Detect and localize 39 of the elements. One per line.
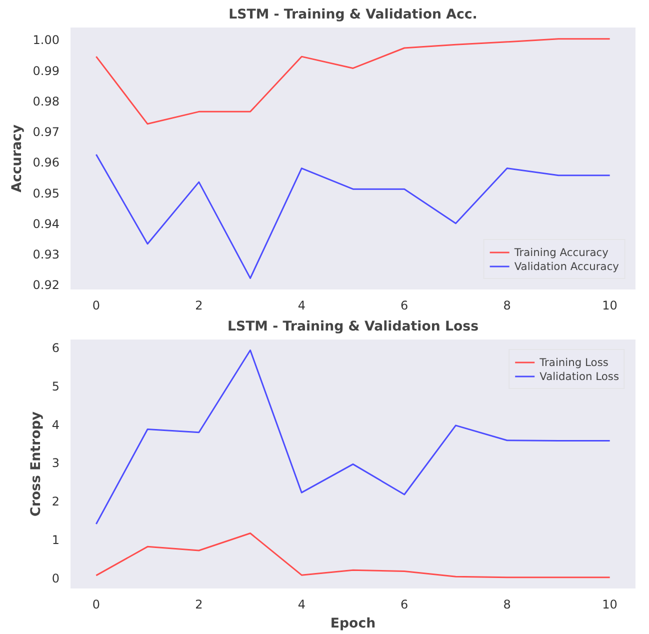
y-tick-label: 5 — [52, 379, 60, 394]
y-tick-label: 0.96 — [32, 156, 60, 170]
y-axis-title: Accuracy — [10, 124, 25, 192]
x-tick-label: 8 — [503, 298, 511, 312]
y-tick-label: 0.95 — [32, 186, 60, 200]
y-tick-label: 0.99 — [32, 64, 60, 78]
chart-title: LSTM - Training & Validation Acc. — [228, 8, 478, 22]
y-tick-label: 1 — [52, 532, 60, 547]
y-tick-label: 0 — [52, 571, 60, 586]
y-tick-label: 0.92 — [32, 278, 60, 292]
line-series — [95, 532, 611, 578]
legend-label: Training Accuracy — [514, 245, 608, 259]
y-tick-label: 4 — [52, 418, 60, 432]
x-tick-label: 6 — [400, 298, 408, 312]
y-tick-label: 6 — [52, 341, 60, 356]
y-tick-label: 2 — [52, 494, 60, 509]
y-tick-label: 0.94 — [32, 216, 60, 231]
legend-label: Validation Accuracy — [514, 259, 619, 273]
legend-label: Validation Loss — [540, 369, 619, 383]
x-tick-label: 2 — [195, 298, 203, 312]
y-tick-label: 0.93 — [32, 247, 60, 262]
y-tick-label: 0.97 — [32, 125, 60, 140]
y-tick-label: 3 — [52, 456, 60, 470]
y-tick-label: 1.00 — [32, 33, 60, 48]
x-tick-label: 6 — [400, 598, 408, 612]
x-tick-label: 4 — [298, 598, 306, 612]
line-series — [95, 38, 611, 125]
legend-label: Training Loss — [540, 355, 608, 369]
x-tick-label: 0 — [92, 298, 100, 312]
y-tick-label: 0.98 — [32, 94, 60, 108]
y-axis-title: Cross Entropy — [28, 411, 44, 516]
x-tick-label: 2 — [195, 598, 203, 612]
chart-title: LSTM - Training & Validation Loss — [228, 320, 479, 334]
x-tick-label: 10 — [602, 598, 618, 612]
x-tick-label: 4 — [298, 298, 306, 312]
x-tick-label: 10 — [602, 298, 618, 312]
x-tick-label: 0 — [92, 598, 100, 612]
x-tick-label: 8 — [503, 598, 511, 612]
x-axis-title: Epoch — [330, 616, 376, 632]
